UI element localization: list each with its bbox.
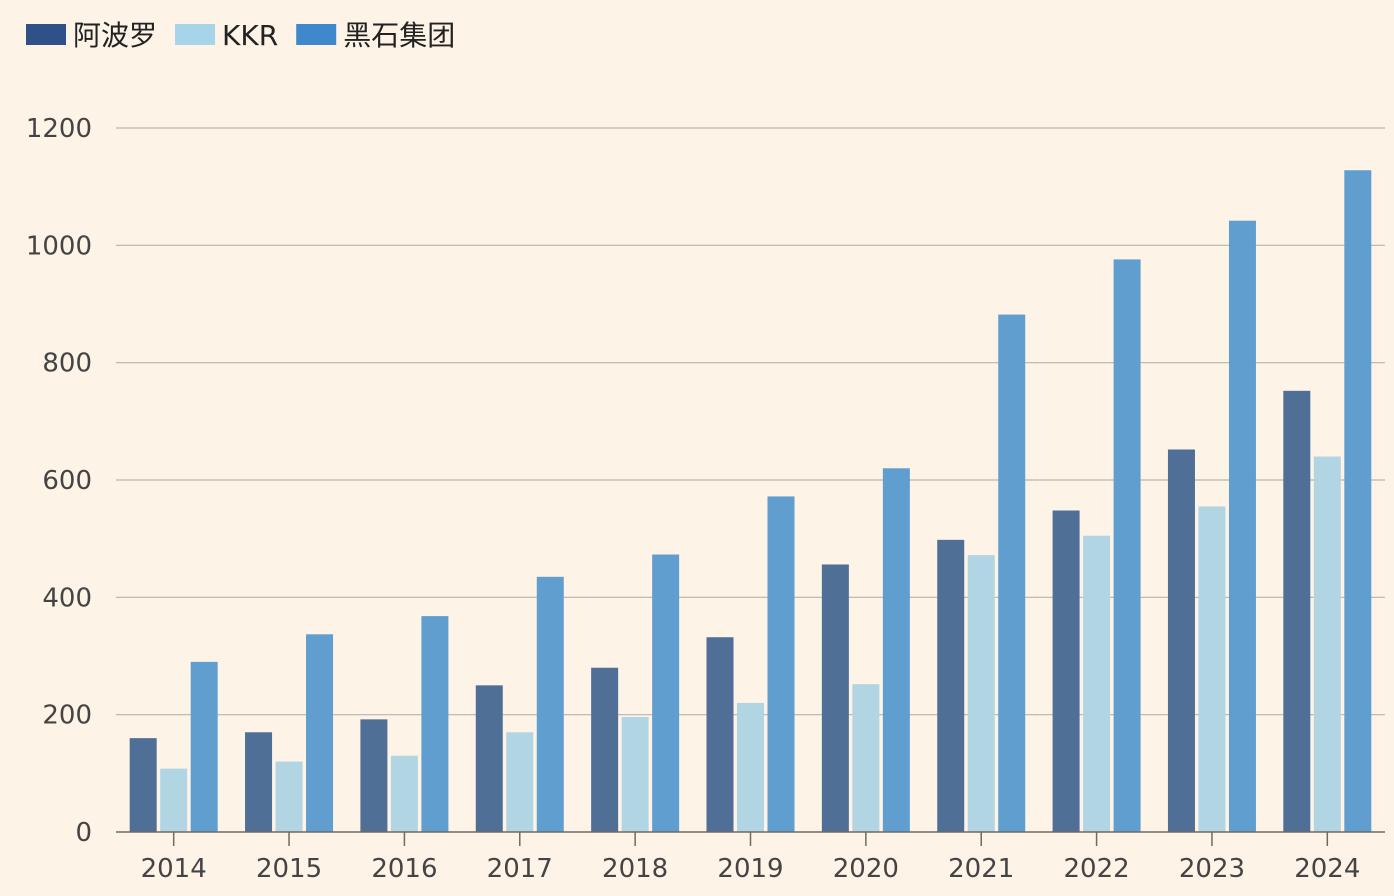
bar (852, 684, 880, 832)
x-tick-label: 2022 (1064, 854, 1130, 884)
bar (306, 634, 334, 832)
bar (621, 717, 649, 832)
x-tick-label: 2021 (948, 854, 1014, 884)
bar (506, 732, 534, 832)
bar (245, 732, 273, 832)
bar (1052, 510, 1080, 832)
bar (129, 738, 157, 832)
bar (275, 761, 303, 832)
x-tick-label: 2016 (371, 854, 437, 884)
bar (821, 564, 849, 832)
bar (1344, 170, 1372, 833)
x-tick-label: 2015 (256, 854, 322, 884)
bar (390, 755, 418, 832)
y-tick-label: 1000 (26, 231, 92, 261)
y-tick-label: 0 (75, 818, 92, 848)
x-tick-label: 2024 (1294, 854, 1360, 884)
bar (967, 555, 995, 832)
y-axis-tick-labels: 0 200 400 600 800 1000 1200 (26, 114, 92, 848)
bar (1167, 449, 1195, 832)
y-tick-label: 800 (42, 349, 92, 379)
bar (475, 685, 503, 832)
legend-swatch (26, 24, 66, 45)
y-tick-label: 400 (42, 583, 92, 613)
y-tick-label: 1200 (26, 114, 92, 144)
bar (652, 554, 680, 832)
legend: 阿波罗 KKR 黑石集团 (26, 19, 455, 52)
y-tick-label: 600 (42, 466, 92, 496)
bar (1283, 390, 1311, 832)
bar (1113, 259, 1141, 832)
x-tick-label: 2018 (602, 854, 668, 884)
y-tick-label: 200 (42, 701, 92, 731)
bar (1228, 220, 1256, 832)
x-tick-label: 2014 (141, 854, 207, 884)
bar (1198, 506, 1226, 832)
bar (737, 702, 764, 832)
x-tick-label: 2019 (717, 854, 783, 884)
x-tick-label: 2023 (1179, 854, 1245, 884)
x-tick-label: 2017 (487, 854, 553, 884)
bar (937, 539, 965, 832)
bar (706, 637, 734, 832)
legend-label: 黑石集团 (343, 19, 455, 52)
bar (1083, 535, 1111, 832)
bar (591, 667, 619, 832)
legend-label: 阿波罗 (73, 19, 157, 52)
legend-label: KKR (222, 19, 278, 52)
bar (882, 468, 910, 832)
bar (360, 719, 388, 832)
legend-swatch (175, 24, 216, 45)
x-axis: 2014 2015 2016 2017 2018 2019 2020 2021 2022 2023… (116, 831, 1385, 884)
bar (160, 768, 188, 832)
legend-swatch (296, 24, 337, 45)
bar (190, 661, 218, 832)
bar (421, 616, 449, 832)
bars (129, 170, 1372, 833)
bar (767, 496, 795, 832)
x-tick-label: 2020 (833, 854, 899, 884)
bar (998, 314, 1026, 832)
bar (536, 576, 564, 832)
bar (1313, 456, 1341, 832)
